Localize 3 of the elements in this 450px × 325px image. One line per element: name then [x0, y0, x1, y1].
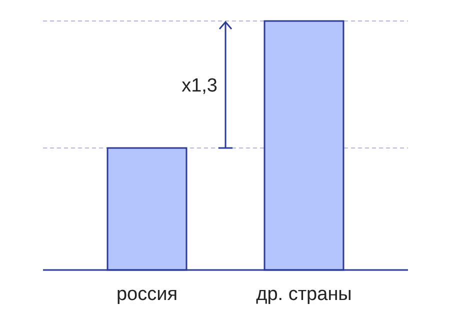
x-tick-label: россия	[116, 284, 178, 305]
x-tick-label: др. страны	[256, 284, 352, 305]
annotation: x1,3	[182, 75, 218, 96]
